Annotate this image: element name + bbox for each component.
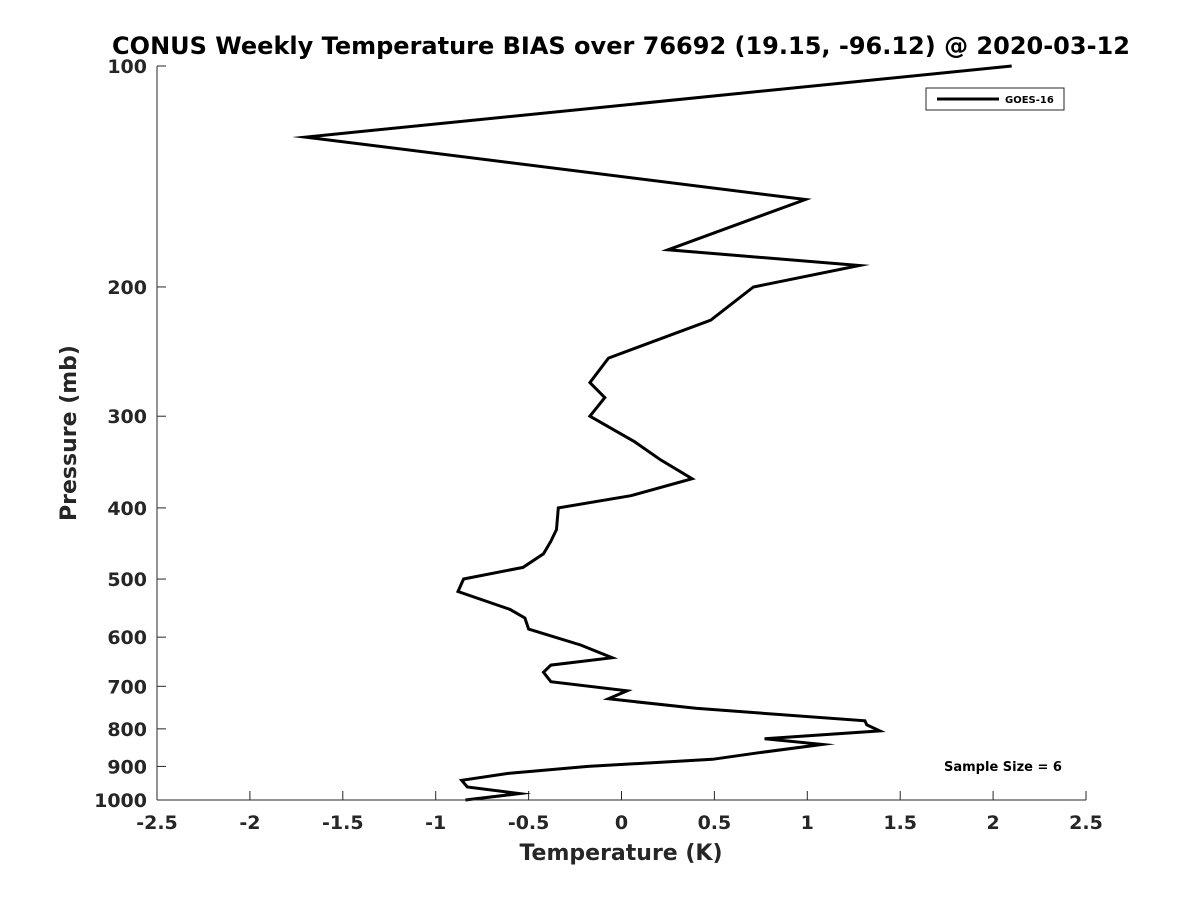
x-tick-label: 2: [986, 812, 999, 834]
x-tick-label: -2.5: [136, 812, 178, 834]
x-tick-label: 1.5: [883, 812, 917, 834]
x-axis-ticks: -2.5 -2 -1.5 -1 -0.5 0 0.5 1 1.5 2 2.5: [136, 791, 1103, 834]
y-tick-label: 800: [107, 719, 147, 741]
y-tick-label: 200: [107, 277, 147, 299]
sample-size-annotation: Sample Size = 6: [944, 760, 1062, 775]
x-axis-label: Temperature (K): [519, 841, 722, 866]
y-tick-label: 500: [107, 569, 147, 591]
y-axis-ticks: 100 200 300 400 500 600 700 800 900 1000: [94, 56, 166, 812]
x-tick-label: -1.5: [322, 812, 364, 834]
chart-title: CONUS Weekly Temperature BIAS over 76692…: [112, 32, 1130, 60]
x-tick-label: 2.5: [1069, 812, 1103, 834]
y-tick-label: 900: [107, 756, 147, 778]
legend: GOES-16: [925, 87, 1065, 111]
x-tick-label: -1: [425, 812, 446, 834]
y-tick-label: 400: [107, 498, 147, 520]
x-tick-label: -0.5: [508, 812, 550, 834]
legend-entry-goes-16: GOES-16: [1005, 95, 1054, 106]
x-tick-label: 0.5: [698, 812, 732, 834]
x-tick-label: 1: [801, 812, 814, 834]
y-tick-label: 600: [107, 627, 147, 649]
goes-16-series-line: [292, 64, 1012, 802]
x-tick-label: 0: [615, 812, 628, 834]
y-tick-label: 1000: [94, 790, 147, 812]
y-tick-label: 700: [107, 676, 147, 698]
y-axis-label: Pressure (mb): [57, 345, 82, 521]
y-tick-label: 100: [107, 56, 147, 78]
y-tick-label: 300: [107, 406, 147, 428]
x-tick-label: -2: [239, 812, 260, 834]
